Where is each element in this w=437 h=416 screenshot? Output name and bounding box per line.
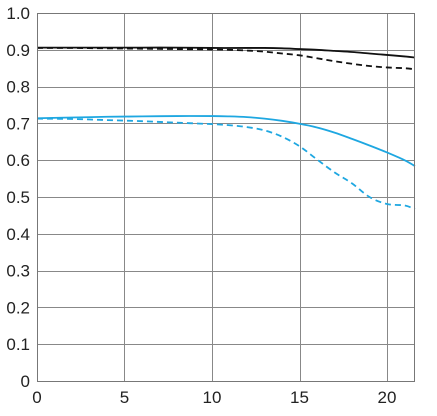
y-tick-label: 0.6 (6, 151, 30, 170)
y-tick-label: 0.1 (6, 335, 30, 354)
x-tick-label: 15 (290, 388, 309, 407)
x-tick-label: 20 (378, 388, 397, 407)
y-tick-label: 0.9 (6, 41, 30, 60)
series-black-dashed-line (36, 47, 416, 71)
y-tick-label: 0.5 (6, 188, 30, 207)
axes (37, 13, 415, 382)
series-black-solid-line (36, 46, 416, 59)
y-tick-label: 0 (21, 372, 30, 391)
tick-labels: 0 0.1 0.2 0.3 0.4 0.5 0.6 0.7 0.8 0.9 1.0 0 5 10 15 20 (6, 4, 396, 407)
x-tick-label: 10 (203, 388, 222, 407)
series-layer (36, 46, 416, 210)
y-tick-label: 0.7 (6, 114, 30, 133)
y-tick-label: 0.2 (6, 298, 30, 317)
x-tick-label: 5 (120, 388, 129, 407)
x-tick-label: 0 (32, 388, 41, 407)
series-blue-solid-line (36, 115, 416, 167)
series-blue-dashed-line (36, 117, 416, 210)
y-tick-label: 0.8 (6, 78, 30, 97)
grid (37, 13, 415, 382)
y-tick-label: 0.3 (6, 262, 30, 281)
y-tick-label: 0.4 (6, 225, 30, 244)
y-tick-label: 1.0 (6, 4, 30, 23)
